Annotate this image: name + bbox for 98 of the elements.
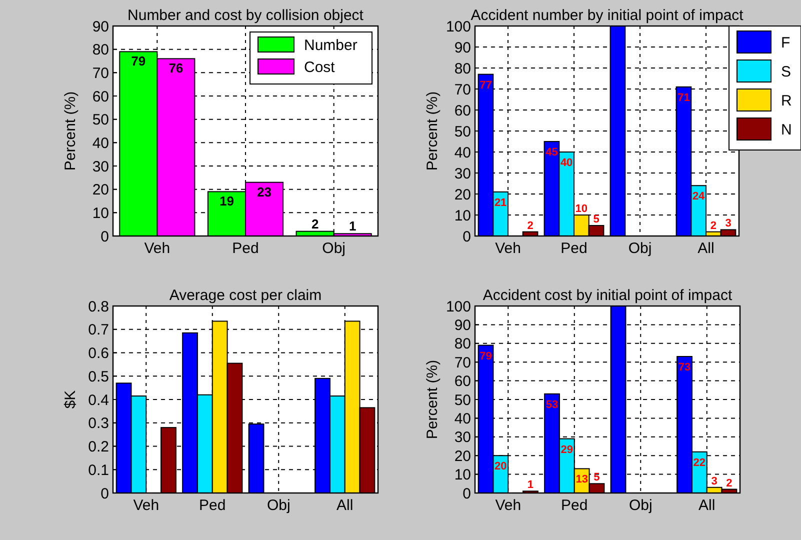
x-tick-label: Veh: [133, 497, 160, 514]
data-label: 40: [560, 157, 573, 169]
legend-label: S: [781, 63, 792, 80]
y-tick-label: 0.8: [88, 298, 109, 316]
y-tick-label: 50: [454, 123, 471, 140]
data-label: 22: [693, 456, 706, 469]
y-tick-label: 40: [92, 134, 109, 152]
legend-label: F: [781, 34, 790, 52]
data-label: 2: [311, 216, 319, 232]
y-tick-label: 70: [454, 354, 471, 372]
data-label: 10: [575, 203, 588, 215]
data-label: 13: [576, 474, 588, 486]
y-tick-label: 90: [454, 316, 471, 334]
y-tick-label: 80: [92, 42, 109, 59]
data-label: 71: [678, 92, 690, 104]
data-label: 1: [527, 479, 534, 492]
y-tick-label: 100: [446, 18, 471, 36]
y-tick-label: 70: [92, 64, 109, 82]
data-label: 79: [131, 54, 146, 69]
y-tick-label: 0: [100, 485, 109, 502]
y-tick-label: 80: [454, 336, 471, 353]
y-tick-label: 60: [92, 88, 109, 106]
x-tick-label: Obj: [322, 240, 346, 257]
x-tick-label: Ped: [560, 240, 588, 257]
y-tick-label: 30: [454, 429, 471, 446]
y-tick-label: 30: [92, 158, 109, 176]
y-tick-label: 0.2: [88, 438, 109, 456]
y-tick-label: 70: [454, 81, 471, 98]
data-label: 53: [546, 398, 558, 411]
x-tick-label: Obj: [628, 497, 652, 514]
y-axis-title: Percent (%): [424, 91, 441, 171]
chart-title: Accident cost by initial point of impact: [482, 287, 733, 304]
y-tick-label: 10: [454, 466, 471, 484]
y-tick-label: 0.7: [88, 322, 109, 339]
chart-title: Number and cost by collision object: [128, 7, 364, 24]
y-tick-label: 90: [454, 39, 471, 56]
y-tick-label: 10: [454, 207, 471, 224]
x-tick-label: All: [698, 497, 716, 514]
chart-title: Accident number by initial point of impact: [470, 7, 744, 24]
x-tick-label: Ped: [199, 497, 226, 514]
y-tick-label: 20: [454, 186, 471, 204]
y-tick-label: 0.1: [88, 462, 109, 479]
y-axis-title: Percent (%): [62, 91, 79, 171]
data-label: 2: [710, 220, 716, 232]
data-label: 2: [726, 477, 732, 490]
y-tick-label: 90: [92, 18, 109, 36]
data-label: 24: [692, 190, 706, 203]
y-tick-label: 40: [454, 410, 471, 428]
y-tick-label: 0: [100, 228, 109, 246]
data-label: 21: [494, 196, 507, 209]
x-tick-label: Ped: [561, 497, 588, 514]
data-label: 45: [546, 146, 558, 158]
legend-label: R: [781, 92, 792, 110]
x-tick-label: Obj: [266, 497, 290, 514]
y-tick-label: 50: [92, 112, 109, 129]
x-tick-label: Obj: [628, 240, 652, 257]
data-label: 19: [219, 194, 234, 209]
legend-label: Number: [304, 36, 358, 54]
data-label: 77: [480, 79, 492, 92]
chart-title: Average cost per claim: [169, 287, 322, 304]
y-tick-label: 20: [454, 448, 471, 465]
legend-label: N: [781, 121, 792, 138]
data-label: 23: [257, 184, 272, 200]
x-tick-label: Veh: [144, 240, 170, 257]
y-tick-label: 0.5: [88, 368, 109, 386]
x-tick-label: Veh: [495, 497, 522, 514]
legend-label: Cost: [304, 58, 336, 76]
y-tick-label: 60: [454, 102, 471, 120]
x-tick-label: Veh: [495, 240, 521, 257]
data-label: 2: [527, 220, 534, 232]
data-label: 3: [711, 475, 718, 488]
y-axis-title: Percent (%): [424, 360, 441, 440]
data-label: 5: [593, 214, 600, 226]
y-tick-label: 40: [454, 144, 471, 162]
y-tick-label: 0.6: [88, 345, 109, 362]
data-label: 73: [678, 361, 691, 374]
y-tick-label: 80: [454, 60, 471, 78]
data-label: 1: [348, 218, 356, 234]
x-tick-label: All: [336, 497, 354, 514]
y-tick-label: 0: [462, 485, 471, 502]
y-axis-title: $K: [62, 390, 79, 409]
x-tick-label: Ped: [232, 240, 259, 257]
y-tick-label: 0.3: [88, 415, 109, 432]
data-label: 3: [725, 218, 732, 230]
y-tick-label: 60: [454, 373, 471, 390]
y-tick-label: 0: [462, 228, 471, 246]
y-tick-label: 10: [92, 204, 109, 222]
y-tick-label: 0.4: [88, 392, 109, 409]
data-label: 79: [480, 350, 492, 362]
y-tick-label: 20: [92, 182, 109, 199]
x-tick-label: All: [698, 240, 714, 257]
y-tick-label: 30: [454, 165, 471, 182]
data-label: 76: [168, 60, 184, 76]
y-tick-label: 100: [446, 298, 471, 316]
data-label: 29: [560, 444, 574, 456]
y-tick-label: 50: [454, 392, 471, 409]
data-label: 20: [494, 460, 507, 473]
data-label: 5: [594, 472, 600, 484]
